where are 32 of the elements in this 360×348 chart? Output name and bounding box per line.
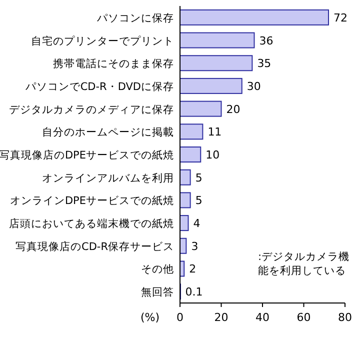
data-label: 10 <box>206 148 220 162</box>
data-label: 2 <box>189 262 196 276</box>
y-tick-label: 携帯電話にそのまま保存 <box>53 57 174 70</box>
y-tick-label: 自分のホームページに掲載 <box>42 126 174 139</box>
data-label: 3 <box>191 240 198 253</box>
data-label: 0.1 <box>185 286 203 299</box>
x-tick-label: 20 <box>214 311 228 324</box>
y-tick-label: デジタルカメラのメディアに保存 <box>9 104 174 116</box>
data-label: 11 <box>208 126 222 139</box>
data-label: 5 <box>195 171 202 184</box>
data-label: 35 <box>257 57 272 70</box>
data-label: 5 <box>195 194 202 208</box>
y-tick-label: オンラインアルバムを利用 <box>42 171 174 184</box>
x-tick-label: 40 <box>256 311 270 324</box>
y-tick-label: パソコンでCD-R・DVDに保存 <box>24 80 174 93</box>
y-tick-label: 店頭においてある端末機での紙焼 <box>9 217 174 230</box>
data-label: 30 <box>246 80 261 93</box>
y-tick-label: 自宅のプリンターでプリント <box>31 34 174 48</box>
data-label: 4 <box>193 217 200 230</box>
x-tick-label: 80 <box>338 311 352 324</box>
x-axis-title: (%) <box>140 311 160 324</box>
y-tick-label: オンラインDPEサービスでの紙焼 <box>10 195 174 208</box>
x-tick-label: 60 <box>296 311 311 324</box>
data-label: 72 <box>334 11 348 24</box>
y-tick-label: その他 <box>141 264 174 276</box>
data-label: 36 <box>259 34 274 48</box>
y-tick-label: 写真現像店のCD-R保存サービス <box>15 240 174 253</box>
x-tick-label: 0 <box>176 311 184 324</box>
y-tick-label: パソコンに保存 <box>96 12 174 24</box>
y-tick-label: 無回答 <box>141 286 174 299</box>
data-label: 20 <box>226 102 240 116</box>
annotation: :デジタルカメラ機能を利用している <box>258 250 356 278</box>
